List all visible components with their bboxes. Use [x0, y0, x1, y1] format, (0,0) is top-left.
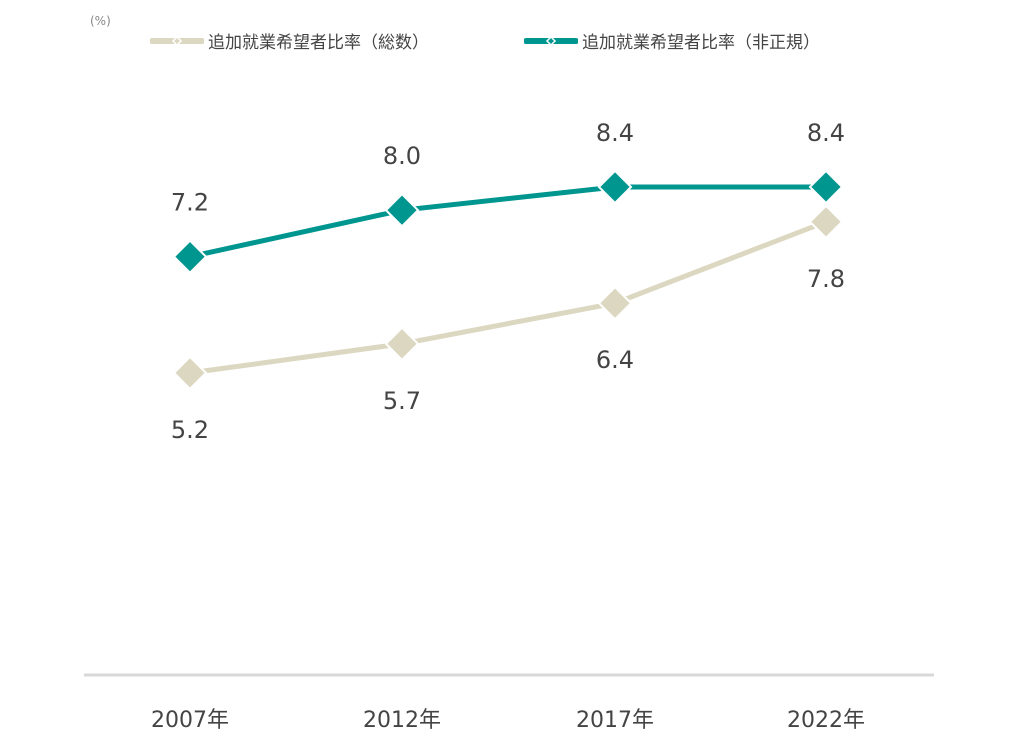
- data-point-marker: [384, 326, 420, 362]
- series-line: [189, 184, 826, 260]
- data-point-marker: [597, 285, 633, 321]
- legend-item-nonregular: 追加就業希望者比率（非正規）: [524, 28, 820, 53]
- data-point-marker: [172, 239, 208, 275]
- x-tick-label: 2017年: [576, 708, 654, 733]
- x-tick-label: 2012年: [363, 708, 441, 733]
- legend-swatch-nonregular: [524, 35, 578, 46]
- legend-item-total: 追加就業希望者比率（総数）: [150, 28, 429, 53]
- series-line: [189, 219, 827, 376]
- data-label: 7.2: [171, 189, 209, 217]
- legend-label-nonregular: 追加就業希望者比率（非正規）: [582, 33, 820, 53]
- data-point-marker: [808, 169, 844, 205]
- x-tick-label: 2022年: [787, 708, 865, 733]
- data-label: 5.2: [171, 416, 209, 444]
- unit-label: (%): [90, 14, 111, 28]
- legend-label-total: 追加就業希望者比率（総数）: [208, 33, 429, 53]
- legend-swatch-total: [150, 35, 204, 46]
- data-label: 8.4: [807, 119, 845, 147]
- data-label: 6.4: [596, 346, 634, 374]
- x-tick-label: 2007年: [151, 708, 229, 733]
- data-label: 8.4: [596, 119, 634, 147]
- data-label: 8.0: [383, 142, 421, 170]
- data-label: 5.7: [383, 387, 421, 415]
- data-point-marker: [808, 204, 844, 240]
- data-point-marker: [597, 169, 633, 205]
- data-label: 7.8: [807, 265, 845, 293]
- data-point-marker: [384, 192, 420, 228]
- data-point-marker: [172, 355, 208, 391]
